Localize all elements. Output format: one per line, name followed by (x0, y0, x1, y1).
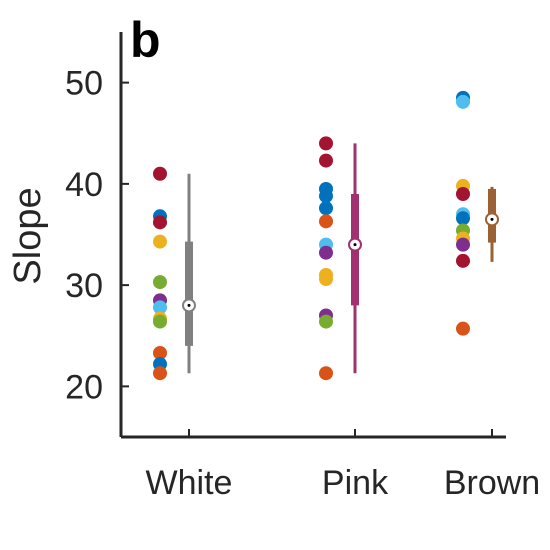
data-groups (153, 90, 499, 381)
data-point (153, 300, 167, 315)
data-point (153, 345, 167, 360)
y-ticks: 20 30 40 50 (65, 65, 129, 406)
y-tick-label: 40 (65, 166, 103, 204)
data-point (456, 187, 470, 201)
group-white (153, 166, 196, 381)
data-point (153, 234, 167, 249)
iqr-box (185, 241, 193, 346)
data-point (319, 153, 333, 168)
data-point (456, 237, 470, 252)
group-pink (319, 136, 362, 381)
y-axis-label: Slope (7, 187, 49, 284)
data-point (319, 272, 333, 287)
data-point (319, 366, 333, 381)
median-dot (490, 217, 494, 221)
x-category-label: White (146, 464, 233, 502)
y-tick-label: 30 (65, 267, 103, 305)
group-brown (456, 90, 499, 336)
data-point (319, 189, 333, 204)
data-point (153, 215, 167, 230)
data-point (319, 214, 333, 229)
panel-label: b (130, 12, 161, 68)
data-point (153, 166, 167, 181)
median-dot (353, 243, 357, 247)
data-point (319, 245, 333, 260)
data-point (319, 314, 333, 329)
x-category-label: Pink (322, 464, 389, 502)
data-point (319, 201, 333, 216)
data-point (153, 314, 167, 329)
data-point (456, 321, 470, 336)
data-point (456, 211, 470, 226)
data-point (153, 366, 167, 381)
data-point (319, 136, 333, 151)
data-point (153, 275, 167, 290)
x-ticks: White Pink Brown (146, 429, 540, 502)
y-tick-label: 50 (65, 65, 103, 103)
y-tick-label: 20 (65, 368, 103, 406)
x-category-label: Brown (444, 464, 540, 502)
data-point (456, 94, 470, 109)
data-point (456, 253, 470, 268)
median-dot (187, 303, 191, 307)
